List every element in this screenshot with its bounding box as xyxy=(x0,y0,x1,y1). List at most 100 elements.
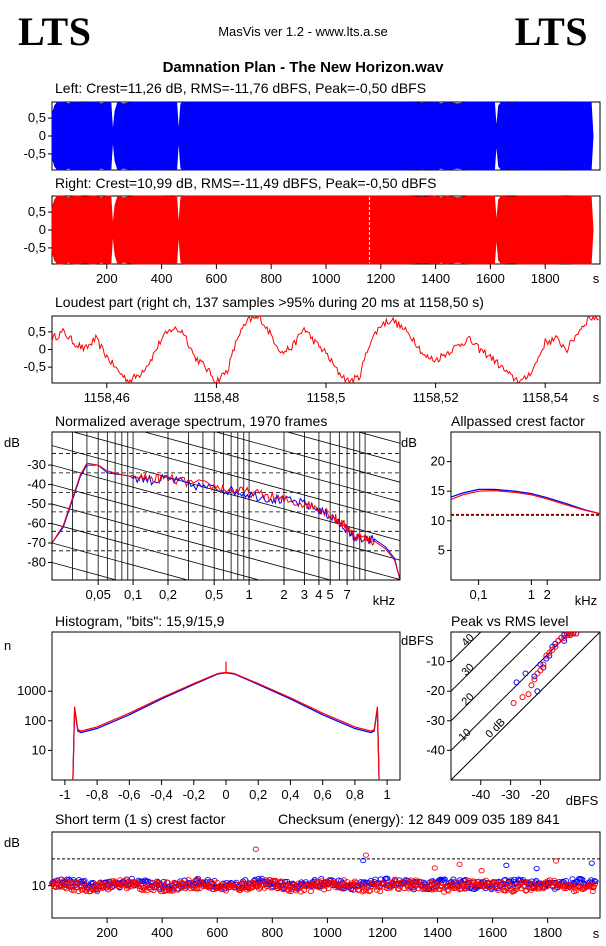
peak-rms-point-right-3 xyxy=(528,682,535,689)
short-crest-right-1228 xyxy=(387,885,394,891)
short-crest-right-904 xyxy=(297,889,304,895)
histogram-title: Histogram, "bits": 15,9/15,9 xyxy=(55,613,225,629)
loudest-part-frame xyxy=(51,315,601,384)
peak-rms-point-right-11 xyxy=(552,643,559,650)
loudest-part-xtick-0: 1158,46 xyxy=(84,390,130,405)
checksum-label: Checksum (energy): 12 849 009 035 189 84… xyxy=(278,811,560,827)
histogram-xtick-0: -1 xyxy=(59,787,71,802)
spectrum-xtick-2: 0,2 xyxy=(159,587,177,602)
peak-rms-xtick-1: -30 xyxy=(501,787,520,802)
short-crest-right-80 xyxy=(70,887,78,894)
short-crest-right-68 xyxy=(67,879,74,885)
short-crest-right-1972 xyxy=(591,881,599,887)
left-waveform-ytick-1: 0 xyxy=(39,128,46,143)
short-crest-xtick-1: 400 xyxy=(151,925,173,940)
histogram-series-right xyxy=(72,661,380,781)
spectrum-xtick-8: 5 xyxy=(327,587,334,602)
short-crest-right-outlier-4 xyxy=(478,868,485,874)
short-crest-right-outlier-0 xyxy=(252,846,259,852)
short-crest-left-1890 xyxy=(569,876,576,882)
spectrum-slope-13 xyxy=(52,562,118,580)
spectrum-ytick-1: -40 xyxy=(27,477,46,492)
peak-rms-ytick-1: -20 xyxy=(426,683,445,698)
short-crest-right-outlier-3 xyxy=(456,861,463,867)
crest-ytick-2: 10 xyxy=(431,513,445,528)
peak-rms-point-right-6 xyxy=(537,667,544,674)
spectrum-slope-6 xyxy=(71,432,400,522)
short-crest-right-1140 xyxy=(362,887,369,894)
peak-rms-title: Peak vs RMS level xyxy=(451,613,569,629)
logo-right: LTS xyxy=(514,9,588,54)
peak-rms-point-left-1 xyxy=(522,670,529,677)
crest-ytick-3: 5 xyxy=(438,542,445,557)
short-crest-xunit: s xyxy=(593,926,600,941)
crest-line-3 xyxy=(451,632,512,692)
right-waveform-ytick-0: 0,5 xyxy=(28,204,46,219)
right-waveform-xtick-1: 400 xyxy=(151,271,173,286)
loudest-part-line xyxy=(51,314,599,385)
short-crest-right-52 xyxy=(63,886,70,892)
short-crest-right-1756 xyxy=(532,879,539,885)
spectrum-xtick-7: 4 xyxy=(315,587,322,602)
short-crest-frame xyxy=(51,831,601,919)
crest-line-label-4: 40 xyxy=(460,632,477,649)
short-crest-right-520 xyxy=(192,877,199,884)
short-crest-right-268 xyxy=(122,878,129,884)
short-crest-right-1192 xyxy=(377,888,384,895)
peak-rms-xlabel: dBFS xyxy=(566,793,599,808)
short-crest-left-338 xyxy=(142,877,149,883)
short-crest-left-1970 xyxy=(591,878,598,884)
short-crest-right-404 xyxy=(160,883,167,889)
peak-rms-frame xyxy=(450,631,601,781)
right-waveform-xtick-5: 1200 xyxy=(366,271,395,286)
histogram-xtick-2: -0,6 xyxy=(118,787,140,802)
short-crest-left-1462 xyxy=(451,879,458,885)
crest-line-2 xyxy=(451,632,542,722)
peak-rms-ytick-3: -40 xyxy=(426,742,445,757)
spectrum-slope-12 xyxy=(52,542,190,580)
histogram-ytick-0: 1000 xyxy=(17,683,46,698)
short-crest-right-1596 xyxy=(488,886,495,893)
spectrum-xlabel: kHz xyxy=(373,593,395,608)
crest-xtick-0: 0,1 xyxy=(470,587,488,602)
short-crest-right-1552 xyxy=(476,878,483,884)
short-crest-right-1128 xyxy=(359,889,366,895)
short-crest-right-420 xyxy=(164,879,171,886)
peak-rms-point-right-18 xyxy=(567,632,574,638)
short-crest-left-762 xyxy=(258,875,265,882)
short-crest-right-1808 xyxy=(546,877,553,883)
peak-rms-point-right-20 xyxy=(570,632,577,637)
short-crest-xtick-8: 1800 xyxy=(533,925,562,940)
short-crest-right-1964 xyxy=(589,888,596,895)
short-crest-right-1724 xyxy=(523,887,530,893)
short-crest-xtick-7: 1600 xyxy=(478,925,507,940)
right-waveform-xunit: s xyxy=(593,271,600,286)
spectrum-ytick-5: -80 xyxy=(27,554,46,569)
crest-line-label-2: 20 xyxy=(460,691,477,708)
peak-rms-point-right-4 xyxy=(531,676,538,683)
short-crest-right-456 xyxy=(174,887,181,893)
short-crest-right-496 xyxy=(185,877,192,883)
spectrum-slope-5 xyxy=(143,432,400,503)
short-crest-right-212 xyxy=(107,885,114,891)
short-term-crest-title: Short term (1 s) crest factor xyxy=(55,811,226,827)
spectrum-xtick-4: 1 xyxy=(245,587,252,602)
short-crest-right-1320 xyxy=(412,877,419,883)
histogram-ytick-1: 100 xyxy=(24,713,46,728)
peak-rms-point-left-3 xyxy=(534,688,541,695)
crest-title: Allpassed crest factor xyxy=(451,413,585,429)
right-waveform-ytick-1: 0 xyxy=(39,222,46,237)
spectrum-slope-3 xyxy=(285,432,400,464)
peak-rms-point-right-1 xyxy=(519,694,526,701)
crest-frame xyxy=(450,431,601,581)
logo-left: LTS xyxy=(18,9,92,54)
histogram-ylabel: n xyxy=(4,638,11,653)
histogram-xtick-8: 0,6 xyxy=(314,787,332,802)
crest-ytick-0: 20 xyxy=(431,454,445,469)
spectrum-slope-1 xyxy=(52,329,400,424)
track-title: Damnation Plan - The New Horizon.wav xyxy=(162,59,444,76)
histogram-xtick-1: -0,8 xyxy=(86,787,108,802)
short-crest-right-688 xyxy=(238,885,245,892)
spectrum-xtick-5: 2 xyxy=(280,587,287,602)
